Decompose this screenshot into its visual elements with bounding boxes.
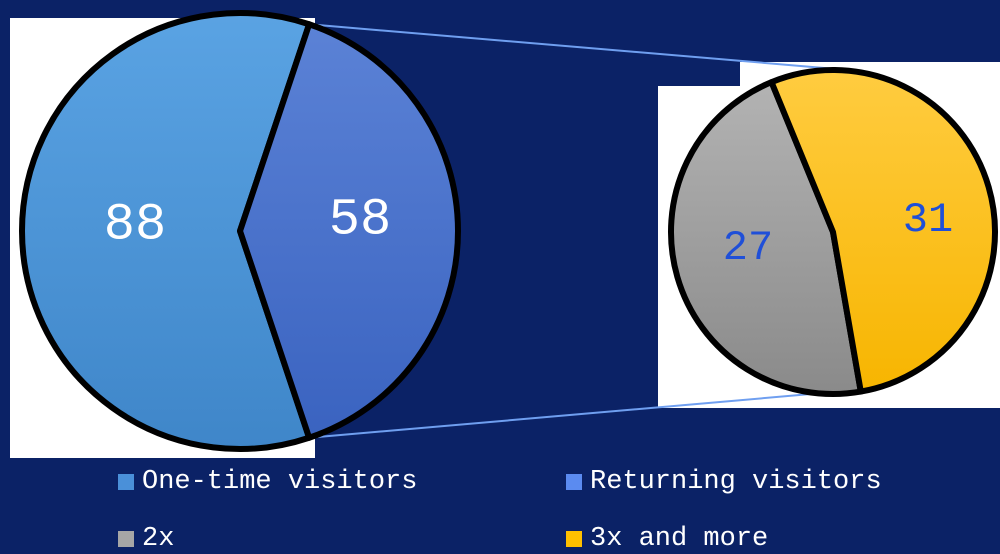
data-label-returning-visitors: 58 (329, 191, 391, 250)
connector-line-bottom (309, 387, 881, 439)
data-label-one-time-visitors: 88 (104, 196, 166, 255)
slice-2x (668, 79, 864, 397)
slice-returning-visitors (237, 21, 461, 441)
slice-one-time-visitors (19, 10, 313, 452)
data-label-3x-and-more: 31 (903, 196, 953, 244)
data-label-2x: 27 (723, 224, 773, 272)
sub-pie: 27 31 (668, 67, 998, 397)
slice-3x-and-more (768, 67, 998, 395)
main-pie: 88 58 (19, 10, 461, 452)
connector-line-top (309, 23, 849, 71)
